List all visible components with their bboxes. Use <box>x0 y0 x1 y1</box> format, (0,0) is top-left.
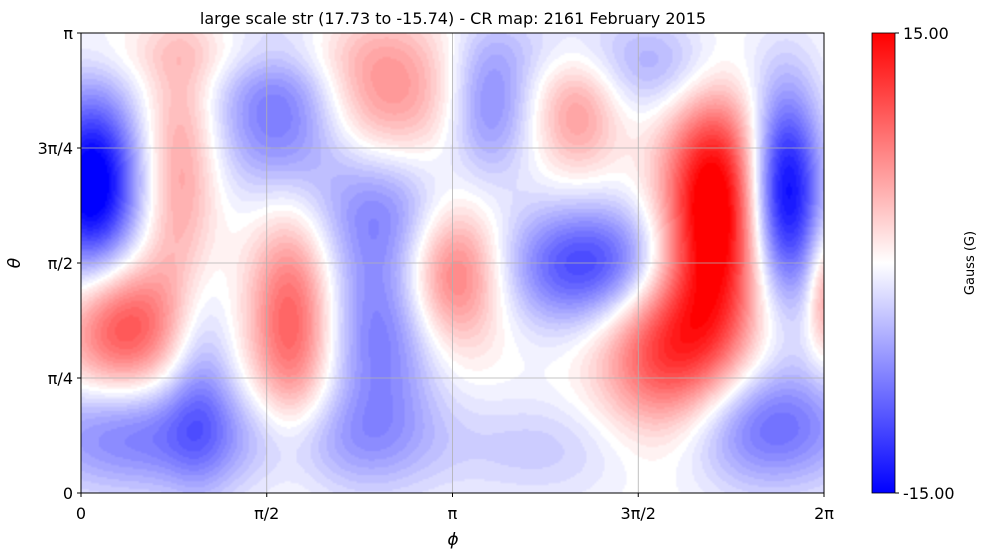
y-tick-label: 0 <box>63 484 73 503</box>
x-tick-label: π/2 <box>254 504 279 523</box>
colorbar-max-label: 15.00 <box>903 24 949 43</box>
chart-title: large scale str (17.73 to -15.74) - CR m… <box>200 9 706 28</box>
y-tick-label: 3π/4 <box>38 139 73 158</box>
colorbar-min-label: -15.00 <box>903 484 955 503</box>
grid-lines <box>81 33 824 493</box>
x-tick-label: π <box>448 504 458 523</box>
x-axis: 0 π/2 π 3π/2 2π <box>76 493 834 523</box>
x-tick-label: 2π <box>814 504 834 523</box>
x-axis-label: ϕ <box>447 530 458 550</box>
colorbar-label: Gauss (G) <box>963 231 978 295</box>
y-axis-label: θ <box>5 257 25 268</box>
y-axis: 0 π/4 π/2 3π/4 π <box>38 24 81 503</box>
y-tick-label: π <box>63 24 73 43</box>
y-tick-label: π/4 <box>48 369 73 388</box>
x-tick-label: 3π/2 <box>621 504 656 523</box>
x-tick-label: 0 <box>76 504 86 523</box>
y-tick-label: π/2 <box>48 254 73 273</box>
colorbar <box>871 32 896 494</box>
